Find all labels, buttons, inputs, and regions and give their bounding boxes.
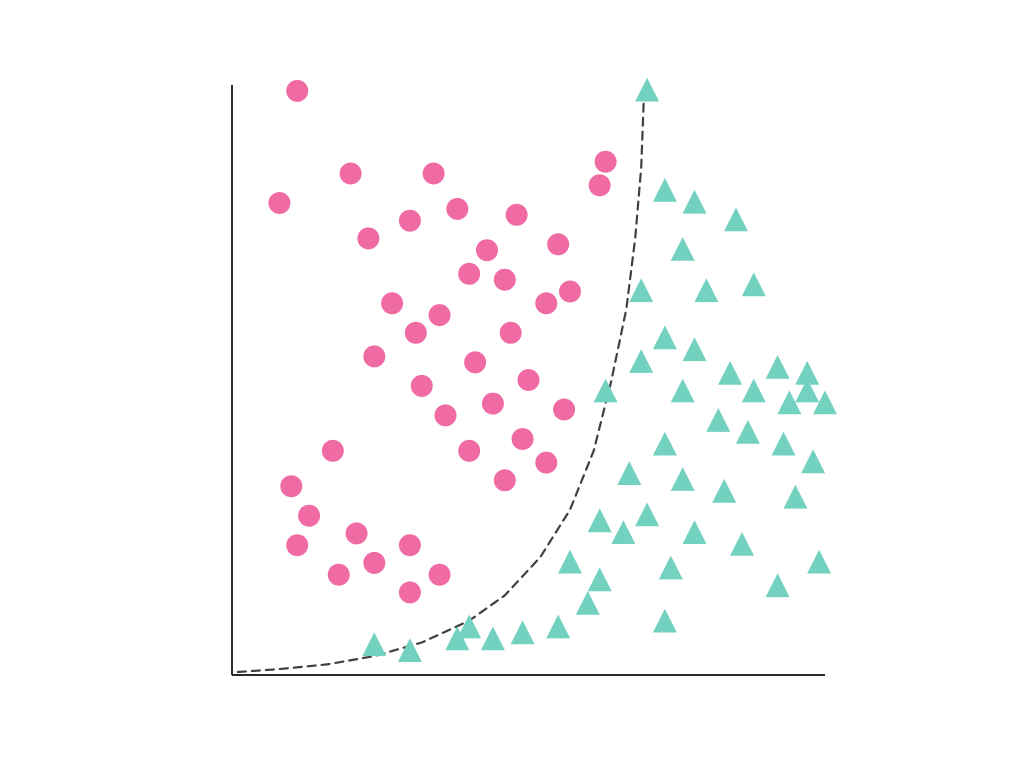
point-class-b bbox=[730, 532, 754, 556]
point-class-b bbox=[706, 408, 730, 432]
point-class-a bbox=[298, 505, 320, 527]
point-class-b bbox=[635, 503, 659, 527]
point-class-a bbox=[429, 564, 451, 586]
point-class-b bbox=[635, 78, 659, 102]
point-class-b bbox=[801, 449, 825, 473]
point-class-a bbox=[494, 469, 516, 491]
point-class-a bbox=[363, 552, 385, 574]
point-class-a bbox=[547, 233, 569, 255]
point-class-b bbox=[766, 355, 790, 379]
point-class-a bbox=[340, 163, 362, 185]
point-class-a bbox=[286, 80, 308, 102]
point-class-b bbox=[742, 379, 766, 403]
point-class-a bbox=[500, 322, 522, 344]
point-class-a bbox=[506, 204, 528, 226]
point-class-a bbox=[280, 475, 302, 497]
point-class-a bbox=[268, 192, 290, 214]
point-class-a bbox=[429, 304, 451, 326]
point-class-a bbox=[381, 292, 403, 314]
point-class-b bbox=[659, 556, 683, 580]
point-class-b bbox=[653, 178, 677, 202]
point-class-a bbox=[535, 452, 557, 474]
point-class-b bbox=[362, 632, 386, 656]
point-class-b bbox=[694, 278, 718, 302]
point-class-a bbox=[399, 581, 421, 603]
point-class-b bbox=[558, 550, 582, 574]
point-class-a bbox=[399, 534, 421, 556]
point-class-a bbox=[482, 393, 504, 415]
point-class-b bbox=[736, 420, 760, 444]
point-class-b bbox=[712, 479, 736, 503]
point-class-a bbox=[476, 239, 498, 261]
point-class-b bbox=[671, 467, 695, 491]
point-class-a bbox=[399, 210, 421, 232]
point-class-b bbox=[671, 237, 695, 261]
point-class-b bbox=[718, 361, 742, 385]
chart-svg bbox=[0, 0, 1024, 768]
point-class-b bbox=[742, 272, 766, 296]
point-class-a bbox=[535, 292, 557, 314]
point-class-a bbox=[458, 440, 480, 462]
point-class-b bbox=[511, 621, 535, 645]
point-class-b bbox=[588, 567, 612, 591]
point-class-a bbox=[458, 263, 480, 285]
point-class-a bbox=[494, 269, 516, 291]
point-class-b bbox=[683, 520, 707, 544]
point-class-b bbox=[766, 573, 790, 597]
point-class-b bbox=[611, 520, 635, 544]
point-class-b bbox=[594, 379, 618, 403]
point-class-b bbox=[546, 615, 570, 639]
point-class-a bbox=[559, 281, 581, 303]
point-class-b bbox=[588, 508, 612, 532]
point-class-b bbox=[617, 461, 641, 485]
point-class-a bbox=[518, 369, 540, 391]
scatter-classification-chart bbox=[0, 0, 1024, 768]
point-class-a bbox=[423, 163, 445, 185]
point-class-b bbox=[683, 337, 707, 361]
point-class-b bbox=[653, 326, 677, 350]
point-class-b bbox=[671, 379, 695, 403]
point-class-b bbox=[653, 609, 677, 633]
point-class-a bbox=[512, 428, 534, 450]
point-class-a bbox=[553, 399, 575, 421]
point-class-b bbox=[724, 208, 748, 232]
point-class-a bbox=[328, 564, 350, 586]
point-class-b bbox=[783, 485, 807, 509]
series-class-a bbox=[268, 80, 616, 604]
point-class-b bbox=[576, 591, 600, 615]
point-class-b bbox=[772, 432, 796, 456]
point-class-a bbox=[464, 351, 486, 373]
point-class-a bbox=[357, 227, 379, 249]
point-class-a bbox=[363, 345, 385, 367]
point-class-b bbox=[457, 615, 481, 639]
point-class-b bbox=[807, 550, 831, 574]
point-class-a bbox=[411, 375, 433, 397]
point-class-a bbox=[595, 151, 617, 173]
point-class-b bbox=[398, 638, 422, 662]
point-class-b bbox=[629, 278, 653, 302]
point-class-b bbox=[629, 349, 653, 373]
point-class-b bbox=[683, 190, 707, 214]
point-class-a bbox=[346, 522, 368, 544]
point-class-a bbox=[286, 534, 308, 556]
point-class-b bbox=[481, 626, 505, 650]
point-class-a bbox=[322, 440, 344, 462]
point-class-a bbox=[405, 322, 427, 344]
point-class-a bbox=[446, 198, 468, 220]
point-class-a bbox=[434, 404, 456, 426]
point-class-b bbox=[653, 432, 677, 456]
point-class-a bbox=[589, 174, 611, 196]
